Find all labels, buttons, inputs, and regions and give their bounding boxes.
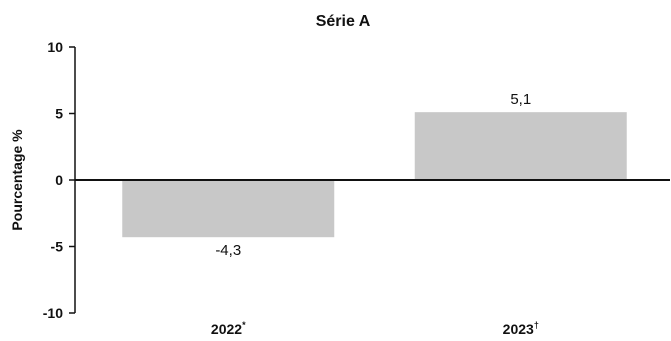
y-tick-label: -5 — [51, 239, 64, 255]
x-tick-label: 2023† — [503, 320, 539, 337]
bar-2022 — [122, 180, 335, 238]
y-tick-label: 10 — [47, 39, 63, 55]
x-tick-year: 2023 — [503, 321, 534, 337]
chart-title: Série A — [316, 13, 371, 30]
y-axis-label: Pourcentage % — [9, 129, 25, 231]
x-tick-label: 2022* — [211, 320, 246, 337]
x-tick-year: 2022 — [211, 321, 242, 337]
data-label: -4,3 — [215, 242, 241, 259]
y-tick-label: 5 — [55, 106, 63, 122]
bar-2023 — [414, 112, 627, 180]
y-tick-label: -10 — [43, 305, 63, 321]
y-tick-label: 0 — [55, 172, 63, 188]
x-tick-footnote-mark: * — [242, 320, 246, 330]
data-label: 5,1 — [510, 91, 531, 108]
x-tick-footnote-mark: † — [534, 320, 539, 330]
